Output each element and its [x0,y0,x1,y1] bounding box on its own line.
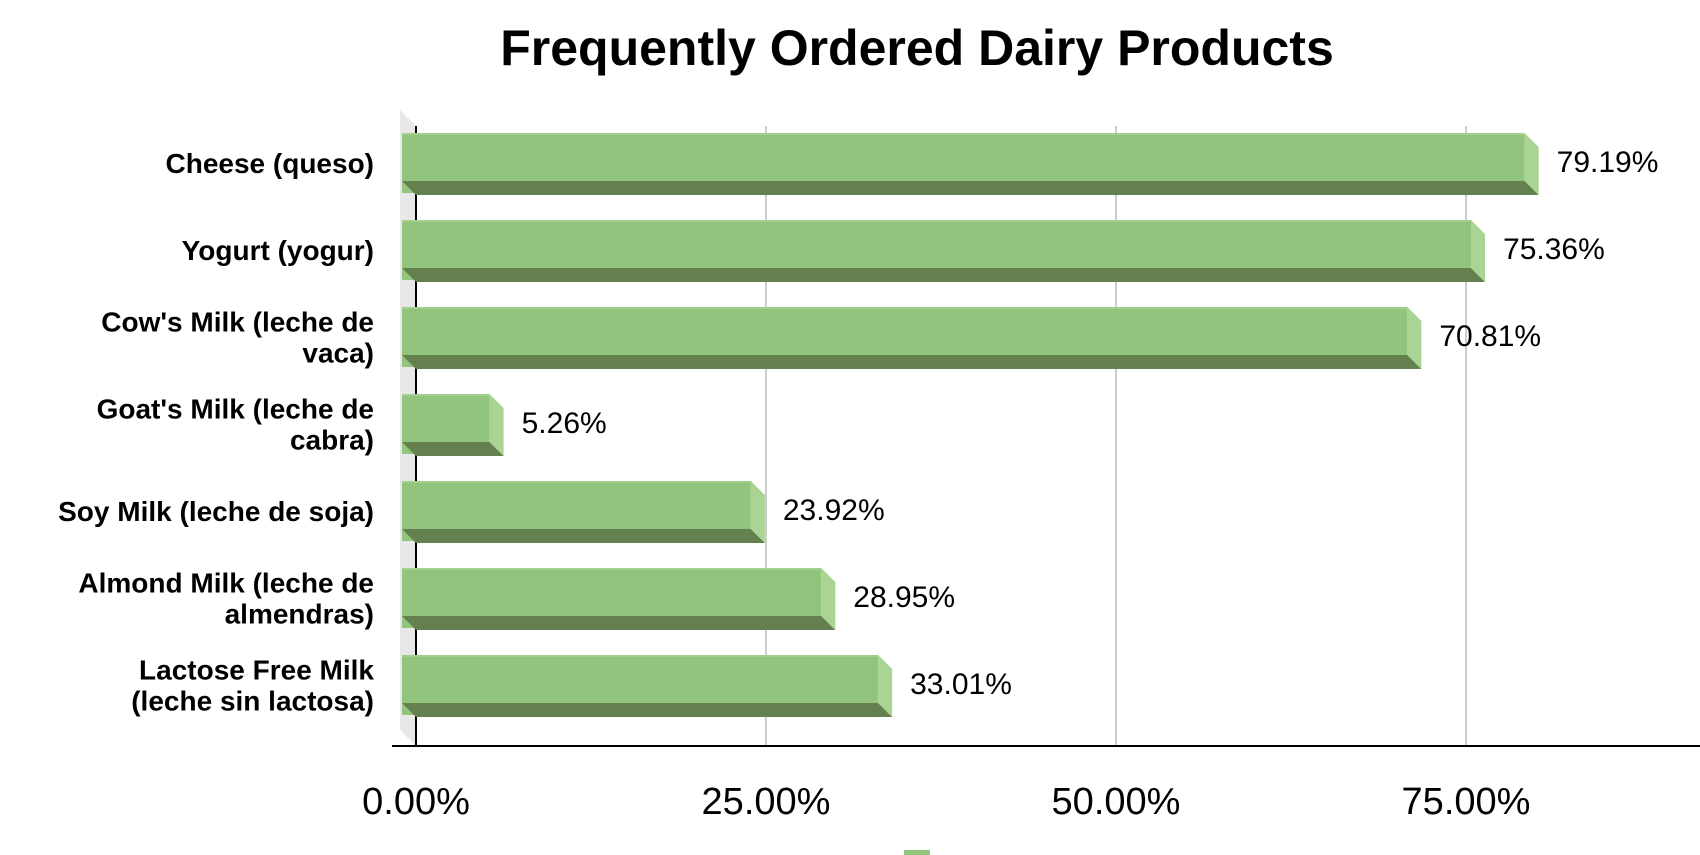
bar-value-label: 5.26% [522,407,607,440]
bar-top-edge [402,133,1525,135]
bar-bottom-face [402,181,1539,195]
bar: 5.26% [402,394,607,456]
bar: 28.95% [402,568,955,630]
category-label: Lactose Free Milk [139,655,374,686]
bar-value-label: 70.81% [1439,320,1541,353]
bar-bottom-face [402,703,893,717]
bar-side-face [750,481,765,543]
x-tick-label: 50.00% [1052,781,1181,823]
bar-top-edge [402,307,1408,309]
category-label: Cow's Milk (leche de [101,307,374,338]
category-label: vaca) [302,338,374,369]
bar-bottom-face [402,442,504,456]
bar-top-edge [402,481,751,483]
category-label: Cheese (queso) [166,148,375,179]
bar: 23.92% [402,481,885,543]
x-tick-label: 0.00% [362,781,470,823]
x-axis: 0.00% 25.00% 50.00% 75.00% [362,745,1700,823]
x-tick-label: 75.00% [1402,781,1531,823]
category-labels: Cheese (queso) Yogurt (yogur) Cow's Milk (… [58,148,374,717]
bar-side-face [1524,133,1539,195]
legend-swatch [904,850,930,855]
bar-top-edge [402,568,822,570]
category-label: Almond Milk (leche de [78,568,374,599]
category-label: (leche sin lactosa) [131,686,374,717]
bar-top-edge [402,655,879,657]
bar-value-label: 23.92% [783,494,885,527]
chart-title: Frequently Ordered Dairy Products [500,20,1334,76]
category-label: Yogurt (yogur) [182,235,374,266]
category-label: Soy Milk (leche de soja) [58,496,374,527]
bar: 33.01% [402,655,1012,717]
bar-side-face [1471,220,1486,282]
bar-side-face [821,568,836,630]
x-tick-label: 25.00% [702,781,831,823]
category-label: almendras) [225,599,374,630]
category-label: cabra) [290,425,374,456]
bar-bottom-face [402,268,1486,282]
bar: 75.36% [402,220,1605,282]
bar-side-face [878,655,893,717]
bar: 70.81% [402,307,1541,369]
category-label: Goat's Milk (leche de [97,394,374,425]
bar-bottom-face [402,616,836,630]
bar-value-label: 75.36% [1503,233,1605,266]
bar-top-edge [402,394,490,396]
bar-bottom-face [402,355,1422,369]
bar-side-face [1407,307,1422,369]
bar-side-face [489,394,504,456]
bar-top-edge [402,220,1472,222]
bar-value-label: 79.19% [1557,146,1659,179]
bar-bottom-face [402,529,765,543]
bar: 79.19% [402,133,1658,195]
bar-value-label: 33.01% [910,668,1012,701]
bar-value-label: 28.95% [853,581,955,614]
bars: 79.19% 75.36% 70.81% 5.26% 23.92% 28.95% 33.01… [402,133,1658,717]
